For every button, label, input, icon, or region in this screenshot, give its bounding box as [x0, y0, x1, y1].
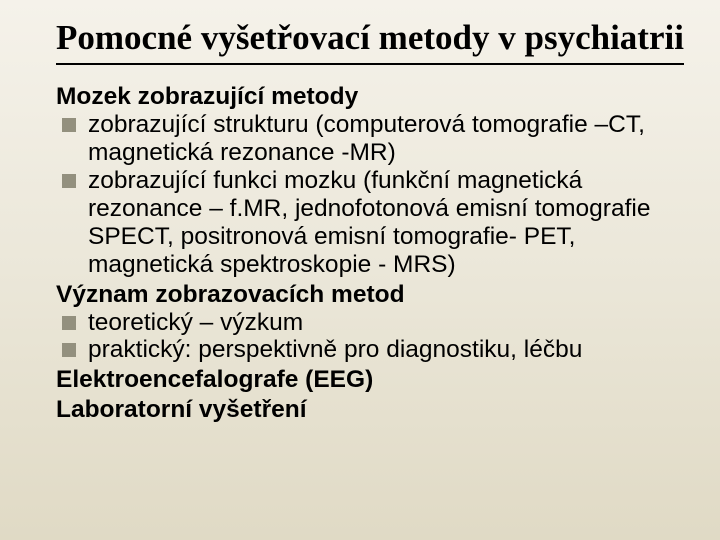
bullet-text: praktický: perspektivně pro diagnostiku,…	[88, 336, 684, 364]
list-item: praktický: perspektivně pro diagnostiku,…	[62, 336, 684, 364]
list-item: zobrazující strukturu (computerová tomog…	[62, 111, 684, 167]
bullet-square-icon	[62, 118, 76, 132]
slide: Pomocné vyšetřovací metody v psychiatrii…	[0, 0, 720, 424]
section-heading: Význam zobrazovacích metod	[56, 281, 684, 309]
section-heading: Mozek zobrazující metody	[56, 83, 684, 111]
list-item: teoretický – výzkum	[62, 309, 684, 337]
slide-title: Pomocné vyšetřovací metody v psychiatrii	[56, 18, 684, 65]
slide-body: Mozek zobrazující metody zobrazující str…	[56, 83, 684, 424]
bullet-text: teoretický – výzkum	[88, 309, 684, 337]
bullet-square-icon	[62, 343, 76, 357]
bullet-text: zobrazující funkci mozku (funkční magnet…	[88, 167, 684, 279]
bullet-square-icon	[62, 316, 76, 330]
bullet-square-icon	[62, 174, 76, 188]
section-heading: Laboratorní vyšetření	[56, 396, 684, 424]
section-heading: Elektroencefalografe (EEG)	[56, 366, 684, 394]
bullet-text: zobrazující strukturu (computerová tomog…	[88, 111, 684, 167]
list-item: zobrazující funkci mozku (funkční magnet…	[62, 167, 684, 279]
